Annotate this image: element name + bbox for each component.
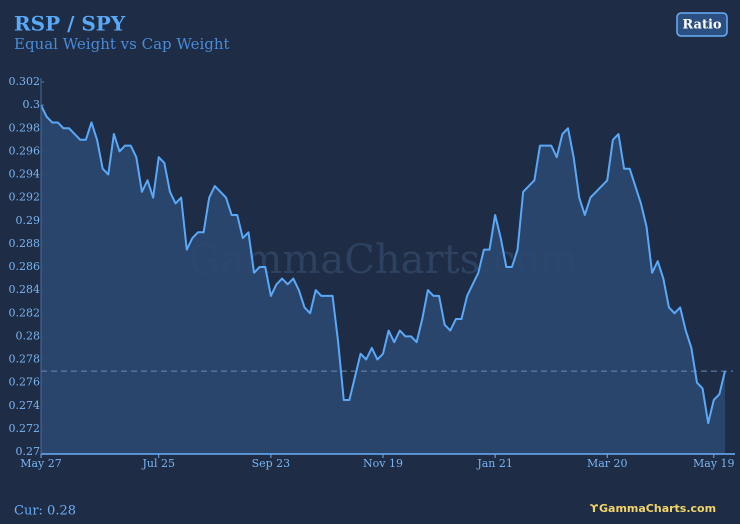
x-tick-label: Nov 19 [363,457,403,470]
ratio-button[interactable] [676,12,728,37]
logo-text: GammaCharts.com [599,502,716,515]
current-value: Cur: 0.28 [14,504,76,519]
y-tick-label: 0.272 [9,422,41,435]
y-tick-label: 0.294 [9,168,41,181]
y-tick-label: 0.274 [9,399,41,412]
y-tick-label: 0.288 [9,237,41,250]
x-tick-label: May 19 [693,457,735,470]
x-tick-label: Jan 21 [476,457,513,470]
plot: 0.27 0.272 0.274 0.276 0.278 0.28 0.282 0.284 0.… [9,75,735,470]
y-tick-label: 0.296 [9,144,41,157]
chart-title: RSP / SPY [14,12,126,36]
y-tick-label: 0.286 [9,260,41,273]
y-tick-label: 0.276 [9,376,41,389]
x-tick-label: May 27 [20,457,62,470]
x-tick-label: Mar 20 [587,457,628,470]
x-tick-label: Sep 23 [252,457,291,470]
y-tick-label: 0.292 [9,191,41,204]
y-tick-label: 0.27 [16,445,41,458]
y-tick-label: 0.302 [9,75,41,88]
logo: ϒ [590,502,599,515]
y-tick-label: 0.298 [9,121,41,134]
y-tick-label: 0.284 [9,283,41,296]
y-tick-label: 0.278 [9,353,41,366]
y-tick-label: 0.3 [23,98,41,111]
line [40,104,726,425]
y-tick-label: 0.28 [16,329,41,342]
y-tick-label: 0.282 [9,306,41,319]
x-tick-label: Jul 25 [141,457,175,470]
ratio-button-label[interactable]: Ratio [682,18,721,33]
y-tick-label: 0.29 [16,214,41,227]
chart-subtitle: Equal Weight vs Cap Weight [14,35,230,53]
